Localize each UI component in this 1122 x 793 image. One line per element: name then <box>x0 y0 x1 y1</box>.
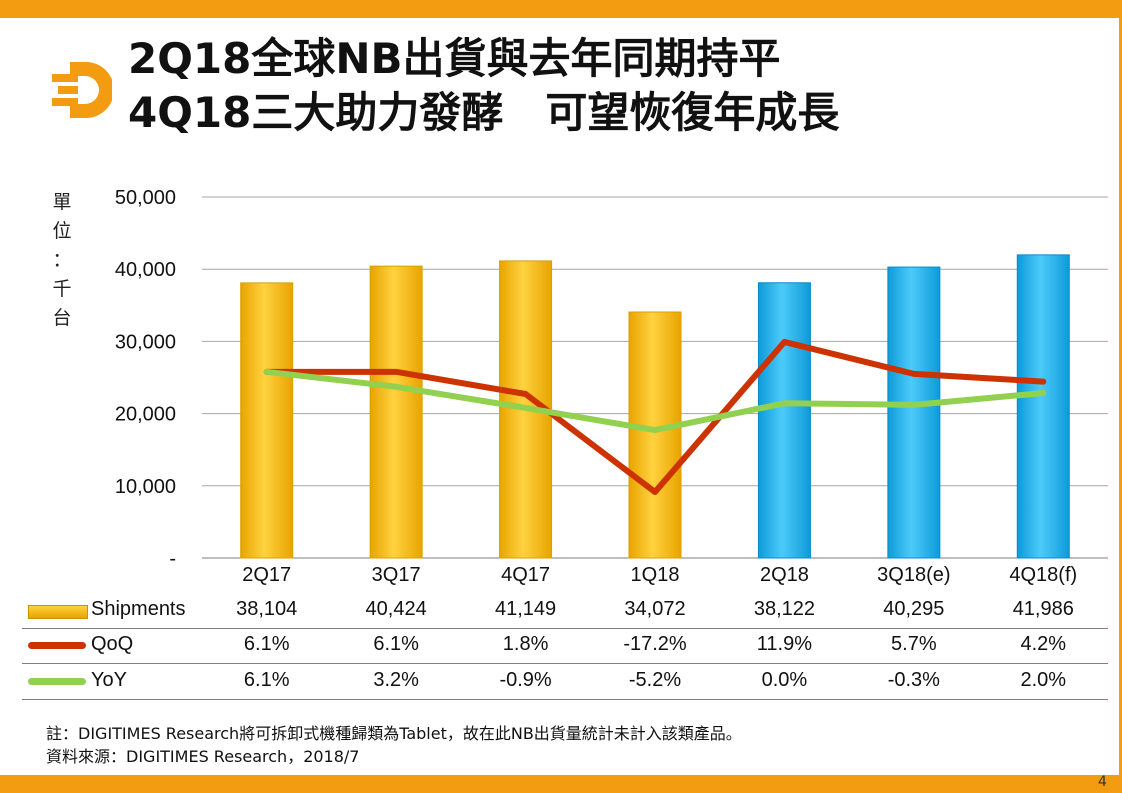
footnote-note: 註：DIGITIMES Research將可拆卸式機種歸類為Tablet，故在此… <box>46 724 742 743</box>
line-yoy <box>263 368 1047 434</box>
y-tick-label: 10,000 <box>115 476 176 498</box>
right-accent-line <box>1119 18 1122 775</box>
bar-shipments <box>1016 254 1070 559</box>
bar-shipments <box>240 282 294 559</box>
unit-char: ： <box>52 249 72 271</box>
unit-char: 台 <box>52 307 72 329</box>
slide-title: 2Q18全球NB出貨與去年同期持平 4Q18三大助力發酵 可望恢復年成長 <box>128 32 839 140</box>
unit-char: 位 <box>52 220 72 242</box>
title-line-1: 2Q18全球NB出貨與去年同期持平 <box>128 34 781 83</box>
bar-shipments <box>757 282 811 559</box>
y-axis-unit-label: 單 位 ： 千 台 <box>52 188 72 333</box>
bar-shipments <box>887 266 941 559</box>
footnote: 註：DIGITIMES Research將可拆卸式機種歸類為Tablet，故在此… <box>46 722 742 768</box>
unit-char: 千 <box>52 278 72 300</box>
y-tick-label: 30,000 <box>115 331 176 353</box>
bar-shipments <box>369 265 423 559</box>
y-tick-label: 40,000 <box>115 259 176 281</box>
title-line-2: 4Q18三大助力發酵 可望恢復年成長 <box>128 88 840 137</box>
top-accent-bar <box>0 0 1122 18</box>
line-qoq <box>263 338 1047 495</box>
y-tick-label: 20,000 <box>115 404 176 426</box>
footnote-source: 資料來源：DIGITIMES Research，2018/7 <box>46 747 360 766</box>
digitimes-logo-icon <box>52 62 112 118</box>
page-number: 4 <box>1098 774 1107 790</box>
y-tick-label: 50,000 <box>115 187 176 209</box>
bar-shipments <box>628 311 682 559</box>
bottom-accent-bar <box>0 775 1122 793</box>
unit-char: 單 <box>52 191 72 213</box>
y-tick-label: - <box>169 548 176 570</box>
